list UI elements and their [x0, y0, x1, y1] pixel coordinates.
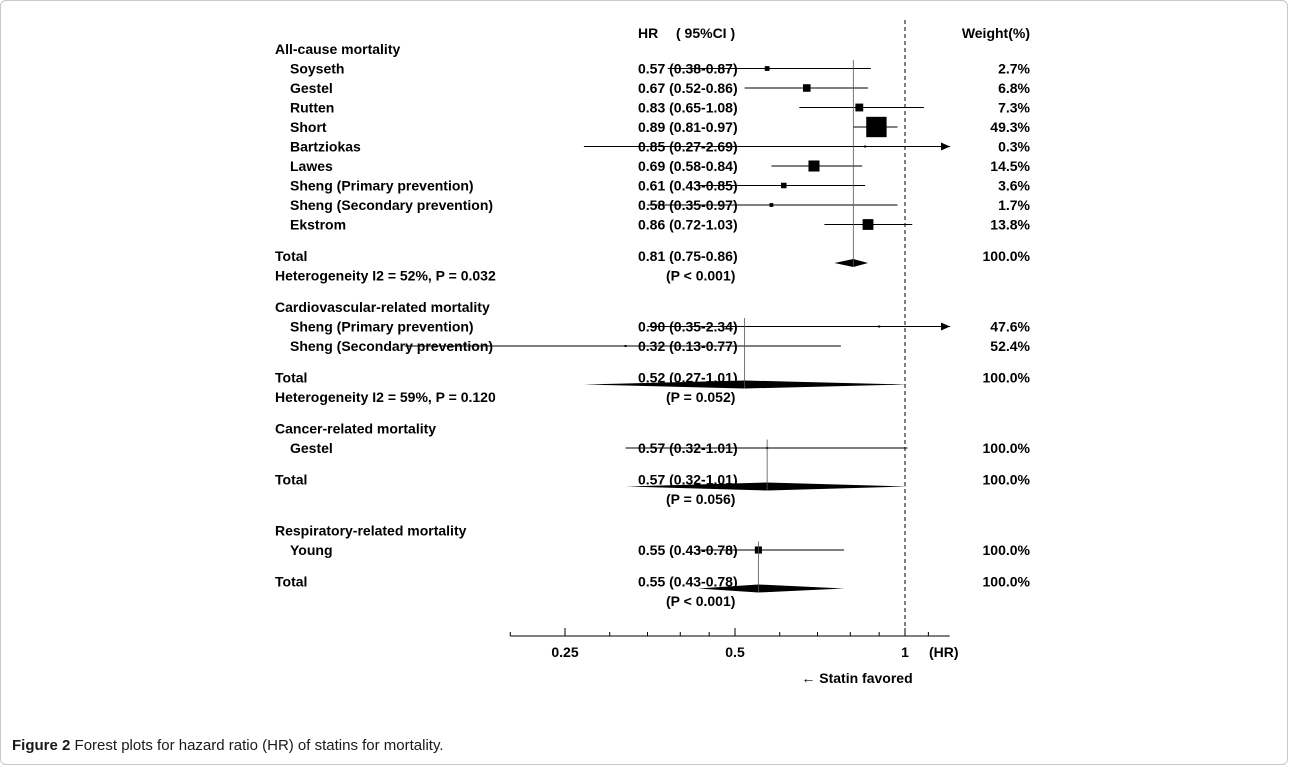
point-estimate-square [769, 203, 774, 207]
total-label: Total [275, 370, 307, 386]
summary-diamond [698, 584, 845, 593]
summary-diamond [583, 380, 908, 389]
p-value: (P < 0.001) [666, 268, 735, 284]
ci-arrow-right [941, 142, 950, 151]
header-ci: ( 95%CI ) [676, 25, 735, 41]
study-weight: 6.8% [998, 80, 1030, 96]
study-weight: 14.5% [990, 158, 1030, 174]
heterogeneity-note: Heterogeneity I2 = 59%, P = 0.120 [275, 389, 496, 405]
point-estimate-square [802, 84, 811, 92]
ci-arrow-right [941, 322, 950, 331]
point-estimate-square [862, 219, 874, 230]
study-label: Soyseth [290, 61, 344, 77]
study-label: Short [290, 119, 327, 135]
study-weight: 0.3% [998, 139, 1030, 155]
heterogeneity-note: Heterogeneity I2 = 52%, P = 0.032 [275, 268, 496, 284]
point-estimate-square [764, 66, 770, 71]
total-label: Total [275, 574, 307, 590]
study-weight: 1.7% [998, 197, 1030, 213]
point-estimate-square [781, 182, 787, 189]
study-weight: 52.4% [990, 338, 1030, 354]
study-label: Sheng (Secondary prevention) [290, 197, 493, 213]
study-weight: 100.0% [983, 542, 1031, 558]
study-hr-text: 0.83 (0.65-1.08) [638, 100, 738, 116]
study-hr-text: 0.61 (0.43-0.85) [638, 178, 738, 194]
forest-plot: HR ( 95%CI ) Weight(%) All-cause mortality S… [275, 20, 1031, 686]
study-hr-text: 0.55 (0.43-0.78) [638, 542, 738, 558]
study-label: Sheng (Primary prevention) [290, 178, 474, 194]
point-estimate-square [864, 145, 867, 148]
total-label: Total [275, 248, 307, 264]
study-label: Young [290, 542, 333, 558]
study-hr-text: 0.89 (0.81-0.97) [638, 119, 738, 135]
study-label: Lawes [290, 158, 333, 174]
figure-caption-label: Figure 2 [12, 737, 71, 754]
study-label: Sheng (Primary prevention) [290, 319, 474, 335]
point-estimate-square [624, 345, 627, 347]
total-hr-text: 0.55 (0.43-0.78) [638, 574, 738, 590]
study-weight: 3.6% [998, 178, 1030, 194]
study-weight: 49.3% [990, 119, 1030, 135]
p-value: (P = 0.056) [666, 491, 735, 507]
x-axis-unit: (HR) [929, 644, 959, 660]
total-label: Total [275, 472, 307, 488]
point-estimate-square [808, 160, 820, 172]
figure-caption: Figure 2 Forest plots for hazard ratio (… [12, 737, 444, 754]
total-weight: 100.0% [983, 574, 1031, 590]
total-weight: 100.0% [983, 370, 1031, 386]
total-weight: 100.0% [983, 472, 1031, 488]
x-axis-tick-label: 0.25 [551, 644, 578, 660]
study-weight: 47.6% [990, 319, 1030, 335]
p-value: (P < 0.001) [666, 593, 735, 609]
study-weight: 7.3% [998, 100, 1030, 116]
total-weight: 100.0% [983, 248, 1031, 264]
p-value: (P = 0.052) [666, 389, 735, 405]
point-estimate-square [866, 116, 887, 138]
study-label: Gestel [290, 440, 333, 456]
x-axis-tick-label: 0.5 [725, 644, 745, 660]
point-estimate-square [878, 325, 881, 328]
study-hr-text: 0.69 (0.58-0.84) [638, 158, 738, 174]
summary-diamond [625, 482, 908, 491]
x-axis-tick-label: 1 [901, 644, 909, 660]
summary-diamond [834, 259, 869, 267]
header-weight: Weight(%) [962, 25, 1030, 41]
group-label: Cancer-related mortality [275, 421, 436, 437]
group-label: Cardiovascular-related mortality [275, 299, 490, 315]
study-label: Gestel [290, 80, 333, 96]
study-label: Bartziokas [290, 139, 361, 155]
study-hr-text: 0.67 (0.52-0.86) [638, 80, 738, 96]
figure-caption-text: Forest plots for hazard ratio (HR) of st… [74, 737, 444, 754]
favored-label: ← Statin favored [801, 670, 912, 686]
study-weight: 13.8% [990, 217, 1030, 233]
study-hr-text: 0.86 (0.72-1.03) [638, 217, 738, 233]
study-label: Rutten [290, 100, 334, 116]
study-label: Ekstrom [290, 217, 346, 233]
study-weight: 100.0% [983, 440, 1031, 456]
group-label: Respiratory-related mortality [275, 523, 467, 539]
study-weight: 2.7% [998, 61, 1030, 77]
total-hr-text: 0.81 (0.75-0.86) [638, 248, 738, 264]
group-label: All-cause mortality [275, 41, 400, 57]
study-label: Sheng (Secondary prevention) [290, 338, 493, 354]
point-estimate-square [855, 103, 864, 112]
header-hr: HR [638, 25, 658, 41]
total-hr-text: 0.57 (0.32-1.01) [638, 472, 738, 488]
